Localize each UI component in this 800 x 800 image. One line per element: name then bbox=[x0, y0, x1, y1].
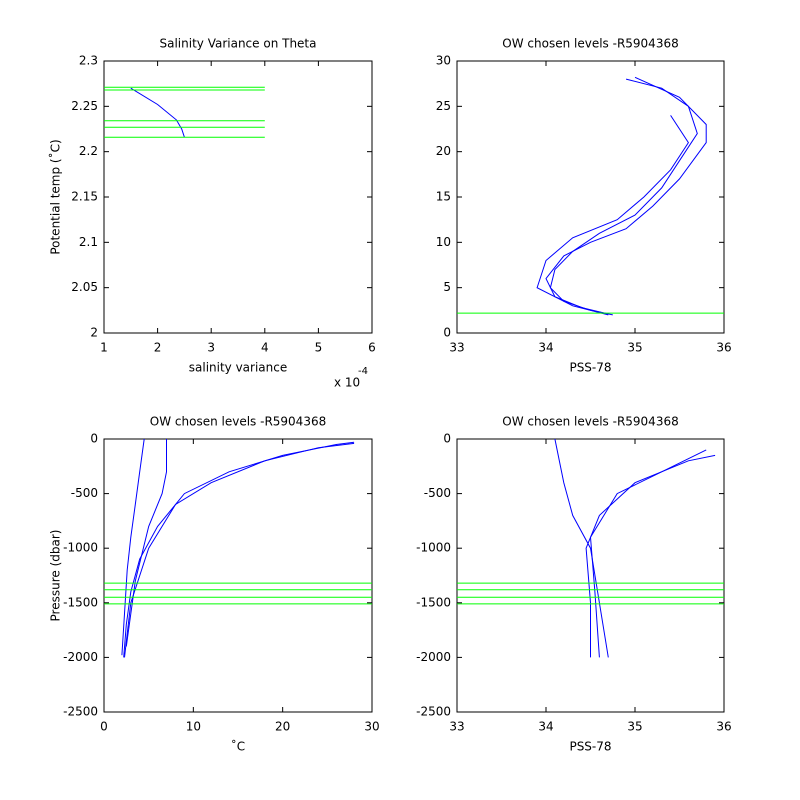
y-tick-label: 2.15 bbox=[71, 190, 98, 204]
x-tick-label: 34 bbox=[538, 341, 553, 355]
chart-title: OW chosen levels -R5904368 bbox=[502, 37, 678, 51]
x-axis-label: ˚C bbox=[231, 739, 245, 754]
x-tick-label: 5 bbox=[315, 341, 323, 355]
data-line bbox=[130, 87, 185, 138]
x-tick-label: 10 bbox=[186, 720, 201, 734]
y-tick-label: 2.2 bbox=[79, 144, 98, 158]
chart-title: OW chosen levels -R5904368 bbox=[502, 415, 678, 429]
x-tick-label: 36 bbox=[716, 341, 731, 355]
x-axis-label: salinity variance bbox=[189, 361, 288, 375]
chart-title: OW chosen levels -R5904368 bbox=[150, 415, 326, 429]
y-tick-label: 15 bbox=[436, 190, 451, 204]
x-axis-label: PSS-78 bbox=[569, 740, 611, 754]
y-tick-label: -1000 bbox=[416, 541, 451, 555]
data-line bbox=[589, 449, 707, 658]
x-tick-label: 20 bbox=[275, 720, 290, 734]
y-tick-label: 0 bbox=[443, 326, 451, 340]
data-line bbox=[554, 438, 609, 658]
axes-frame bbox=[103, 60, 373, 334]
axis-multiplier-exponent: -4 bbox=[358, 366, 368, 377]
y-tick-label: 20 bbox=[436, 144, 451, 158]
y-tick-label: 2.25 bbox=[71, 99, 98, 113]
y-tick-label: -2500 bbox=[63, 705, 98, 719]
data-line bbox=[125, 439, 167, 647]
x-tick-label: 33 bbox=[449, 720, 464, 734]
y-tick-label: 10 bbox=[436, 235, 451, 249]
x-tick-label: 3 bbox=[207, 341, 215, 355]
x-tick-label: 35 bbox=[627, 341, 642, 355]
y-tick-label: 2 bbox=[90, 326, 98, 340]
x-tick-label: 1 bbox=[100, 341, 108, 355]
x-tick-label: 30 bbox=[364, 720, 379, 734]
data-line bbox=[536, 115, 689, 316]
y-axis-label: Pressure (dbar) bbox=[49, 530, 63, 622]
y-tick-label: 2.1 bbox=[79, 235, 98, 249]
data-line bbox=[585, 454, 716, 658]
y-tick-label: 25 bbox=[436, 99, 451, 113]
data-line bbox=[121, 438, 145, 656]
x-tick-label: 36 bbox=[716, 720, 731, 734]
y-tick-label: 30 bbox=[436, 54, 451, 68]
x-tick-label: 34 bbox=[538, 720, 553, 734]
axes-frame bbox=[456, 60, 725, 334]
x-tick-label: 4 bbox=[261, 341, 269, 355]
y-tick-label: 2.3 bbox=[79, 54, 98, 68]
y-tick-label: -2000 bbox=[63, 650, 98, 664]
axis-multiplier: x 10 bbox=[334, 376, 360, 390]
y-tick-label: -1500 bbox=[63, 595, 98, 609]
y-tick-label: -1500 bbox=[416, 595, 451, 609]
y-tick-label: 0 bbox=[443, 432, 451, 446]
y-tick-label: -2500 bbox=[416, 705, 451, 719]
x-axis-label: PSS-78 bbox=[569, 361, 611, 375]
x-tick-label: 33 bbox=[449, 341, 464, 355]
y-tick-label: 2.05 bbox=[71, 280, 98, 294]
y-tick-label: 0 bbox=[90, 432, 98, 446]
y-tick-label: -1000 bbox=[63, 541, 98, 555]
chart-title: Salinity Variance on Theta bbox=[160, 37, 317, 51]
y-tick-label: -500 bbox=[424, 486, 451, 500]
y-tick-label: -500 bbox=[71, 486, 98, 500]
x-tick-label: 2 bbox=[154, 341, 162, 355]
x-tick-label: 6 bbox=[368, 341, 376, 355]
y-tick-label: -2000 bbox=[416, 650, 451, 664]
axes-frame bbox=[103, 438, 373, 713]
axes-frame bbox=[456, 438, 725, 713]
y-tick-label: 5 bbox=[443, 280, 451, 294]
y-axis-label: Potential temp (˚C) bbox=[48, 139, 63, 254]
x-tick-label: 35 bbox=[627, 720, 642, 734]
x-tick-label: 0 bbox=[100, 720, 108, 734]
